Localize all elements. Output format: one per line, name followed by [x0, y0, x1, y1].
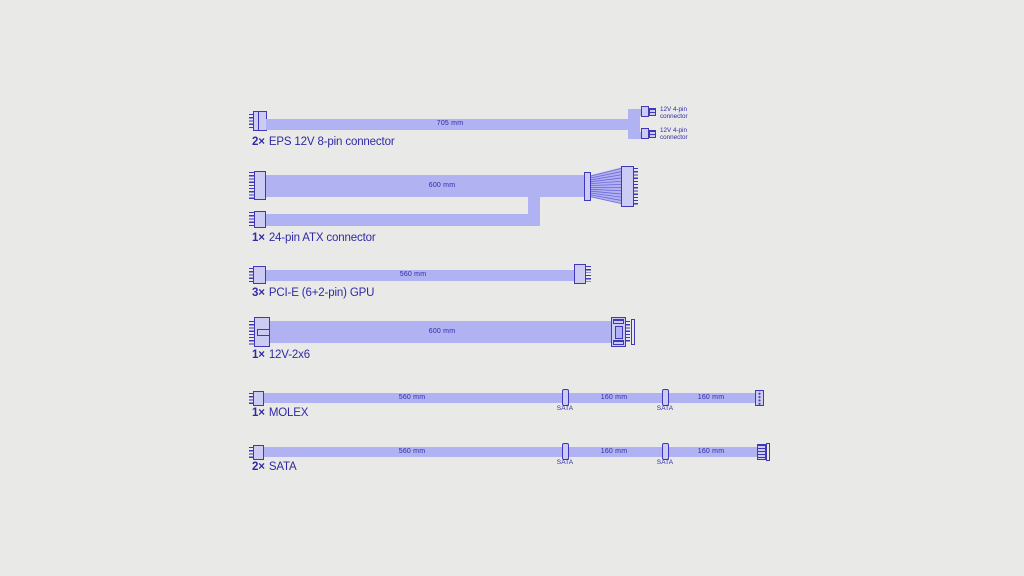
psu-connector-icon [253, 445, 264, 460]
length-label: 600 mm [428, 182, 456, 189]
cable-caption: 2× EPS 12V 8-pin connector [252, 136, 395, 148]
cable-qty: 1× [252, 232, 265, 244]
inline-connector-label: SATA [656, 459, 674, 466]
4pin-connector-icon [641, 106, 649, 117]
cable-name: SATA [268, 461, 297, 473]
pcie-psu-connector-icon [253, 266, 266, 284]
cable-bar [264, 447, 758, 457]
cable-qty: 2× [252, 461, 265, 473]
connector-pins-icon [249, 268, 253, 282]
branch-connector-label: 12V 4-pin connector [660, 106, 688, 120]
connector-pins-icon [634, 168, 638, 205]
atx-psu-connector-icon [254, 171, 266, 200]
connector-detail-icon [613, 319, 624, 324]
sata-end-connector-icon [757, 444, 766, 460]
branch-connector-label: 12V 4-pin connector [660, 127, 688, 141]
segment-length-label: 160 mm [697, 394, 725, 401]
cable-bar [266, 119, 632, 130]
segment-length-label: 160 mm [697, 448, 725, 455]
wire-fanout-icon [591, 167, 623, 205]
connector-pins-icon [249, 212, 254, 227]
inline-sata-connector-icon [562, 443, 569, 460]
sata-end-cap-icon [766, 443, 770, 461]
connector-pins-icon [586, 275, 591, 282]
cable-bar [264, 393, 757, 403]
inline-connector-label: SATA [656, 405, 674, 412]
cable-qty: 1× [252, 407, 265, 419]
cable-qty: 2× [252, 136, 265, 148]
connector-pins-icon [249, 393, 253, 404]
cable-name: PCI-E (6+2-pin) GPU [268, 287, 375, 299]
connector-pins-icon [249, 447, 253, 458]
molex-end-connector-icon [755, 390, 764, 406]
cable-name: EPS 12V 8-pin connector [268, 136, 395, 148]
cable-comb-icon [584, 172, 591, 201]
cable-caption: 2× SATA [252, 461, 297, 473]
cable-caption: 1× 12V-2x6 [252, 349, 310, 361]
cable-split-junction [628, 109, 640, 139]
length-label: 560 mm [399, 271, 427, 278]
cable-bar-secondary [266, 214, 540, 226]
inline-sata-connector-icon [662, 443, 669, 460]
inline-sata-connector-icon [562, 389, 569, 406]
cable-caption: 1× MOLEX [252, 407, 308, 419]
cable-join-vertical [528, 195, 540, 220]
branch-bar-top [638, 109, 643, 116]
inline-connector-label: SATA [556, 459, 574, 466]
cable-name: 24-pin ATX connector [268, 232, 376, 244]
4pin-connector-icon [641, 128, 649, 139]
segment-length-label: 560 mm [398, 448, 426, 455]
length-label: 705 mm [436, 120, 464, 127]
cable-bar [270, 321, 612, 343]
connector-latch-icon [257, 329, 270, 336]
connector-pins-icon [249, 321, 254, 346]
4pin-connector-tip-icon [649, 108, 656, 116]
24pin-atx-connector-icon [621, 166, 634, 207]
cable-caption: 1× 24-pin ATX connector [252, 232, 376, 244]
inline-sata-connector-icon [662, 389, 669, 406]
branch-bar-bottom [638, 132, 643, 139]
inline-connector-label: SATA [556, 405, 574, 412]
segment-length-label: 160 mm [600, 448, 628, 455]
cable-qty: 3× [252, 287, 265, 299]
connector-pins-icon [626, 321, 630, 343]
eps-psu-connector-icon [253, 111, 267, 131]
connector-detail-line [258, 112, 259, 130]
connector-pins-icon [249, 114, 253, 129]
connector-pins-icon [586, 266, 591, 273]
pcie-gpu-connector-icon [574, 264, 586, 284]
cable-name: 12V-2x6 [268, 349, 310, 361]
cable-bar [266, 270, 575, 281]
length-label: 600 mm [428, 328, 456, 335]
atx-psu-connector2-icon [254, 211, 266, 228]
cable-caption: 3× PCI-E (6+2-pin) GPU [252, 287, 374, 299]
4pin-connector-tip-icon [649, 130, 656, 138]
connector-cap-icon [631, 319, 635, 345]
connector-pins-icon [249, 172, 254, 200]
psu-connector-icon [253, 391, 264, 406]
cable-bar-main [266, 175, 587, 197]
segment-length-label: 560 mm [398, 394, 426, 401]
cable-name: MOLEX [268, 407, 309, 419]
segment-length-label: 160 mm [600, 394, 628, 401]
cable-qty: 1× [252, 349, 265, 361]
connector-detail-icon [613, 340, 624, 345]
connector-core-icon [615, 326, 623, 339]
